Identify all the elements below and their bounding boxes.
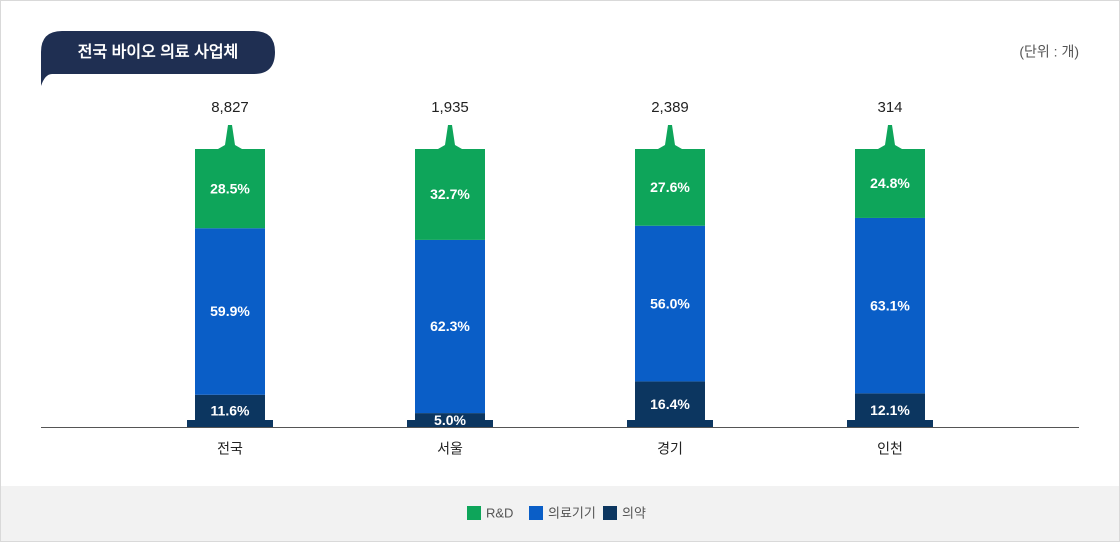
total-marker	[438, 125, 462, 149]
legend-band	[1, 486, 1119, 541]
legend-label: 의약	[622, 505, 646, 520]
legend-label: R&D	[486, 505, 513, 520]
bar-segment	[635, 149, 705, 226]
value-label: 27.6%	[650, 179, 690, 195]
unit-label: (단위 : 개)	[1019, 44, 1079, 60]
total-marker	[878, 125, 902, 149]
bar-segment	[855, 393, 925, 427]
value-label: 63.1%	[870, 297, 910, 313]
bar-segment	[635, 225, 705, 382]
bar-segment	[195, 394, 265, 427]
chart-title: 전국 바이오 의료 사업체	[78, 43, 239, 61]
value-label: 56.0%	[650, 295, 690, 311]
value-label: 62.3%	[430, 318, 470, 334]
x-tick-label: 경기	[657, 441, 683, 457]
value-label: 16.4%	[650, 396, 690, 412]
value-label: 32.7%	[430, 186, 470, 202]
total-label: 1,935	[431, 99, 469, 116]
bar-segment	[855, 217, 925, 394]
bar-segment	[415, 413, 485, 427]
bar-segment	[635, 381, 705, 427]
total-label: 2,389	[651, 99, 689, 116]
value-label: 28.5%	[210, 180, 250, 196]
x-tick-label: 인천	[877, 441, 903, 457]
value-label: 59.9%	[210, 303, 250, 319]
title-badge	[41, 31, 275, 86]
total-label: 8,827	[211, 99, 249, 116]
bar-segment	[415, 149, 485, 240]
legend-label: 의료기기	[548, 505, 596, 520]
bar-segment	[415, 239, 485, 414]
legend-swatch	[529, 506, 543, 520]
bar-segment	[195, 149, 265, 229]
legend-swatch	[467, 506, 481, 520]
value-label: 11.6%	[211, 403, 250, 419]
value-label: 24.8%	[870, 175, 910, 191]
total-marker	[218, 125, 242, 149]
value-label: 12.1%	[870, 402, 910, 418]
bar-segment	[195, 228, 265, 395]
x-tick-label: 서울	[437, 441, 463, 457]
x-tick-label: 전국	[217, 441, 243, 457]
legend-swatch	[603, 506, 617, 520]
bar-segment	[855, 149, 925, 218]
total-label: 314	[877, 99, 902, 116]
total-marker	[658, 125, 682, 149]
value-label: 5.0%	[434, 412, 466, 428]
